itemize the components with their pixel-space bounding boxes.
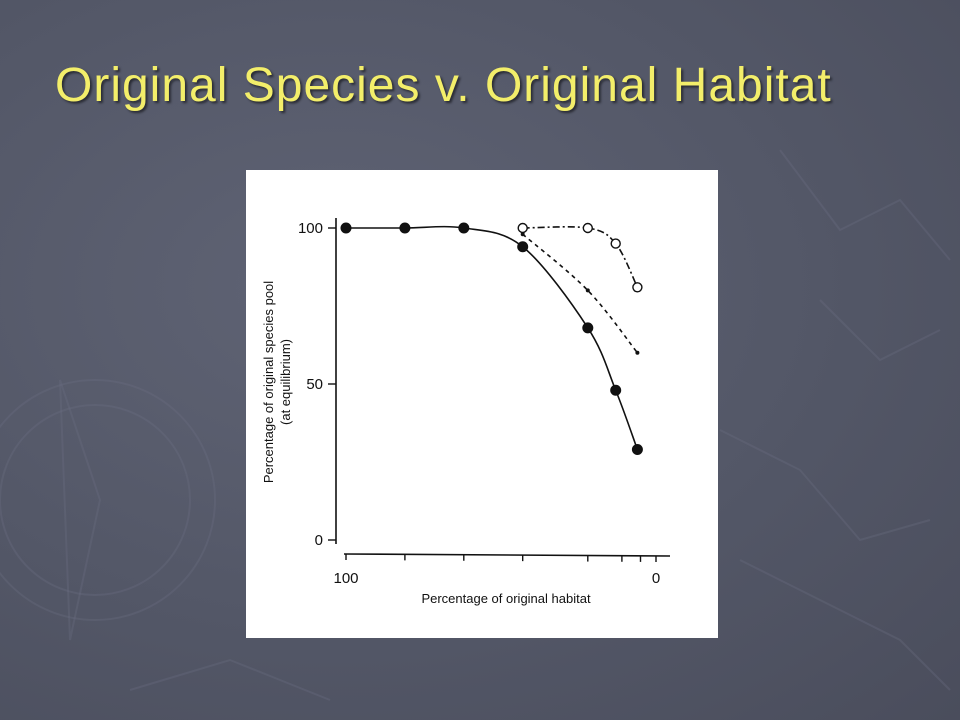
y-axis-label: Percentage of original species pool	[261, 281, 276, 483]
series-0-point-0	[340, 222, 352, 234]
tick-labels: 100 50 0 100 0	[298, 220, 660, 587]
series-0-line	[345, 225, 639, 450]
series-2-point-0	[520, 232, 525, 237]
series-1-point-2	[610, 238, 621, 249]
axes	[335, 218, 671, 557]
y-tick-label-0: 0	[315, 532, 323, 549]
y-tick-label-100: 100	[298, 220, 323, 237]
x-tick-label-100: 100	[333, 570, 358, 587]
slide-title: Original Species v. Original Habitat	[55, 59, 832, 112]
series-1-point-0	[517, 222, 528, 234]
series-0-point-5	[610, 384, 622, 396]
x-tick-label-0: 0	[652, 570, 660, 587]
x-axis-label: Percentage of original habitat	[421, 591, 591, 606]
data-series	[340, 222, 643, 456]
series-1-point-1	[582, 222, 593, 234]
series-0-point-4	[582, 322, 594, 334]
x-axis-line	[343, 553, 671, 557]
species-habitat-chart: 100 50 0 100 0 Percentage of original habita…	[261, 218, 671, 606]
chart-panel: 100 50 0 100 0 Percentage of original habita…	[246, 170, 718, 638]
y-axis-sublabel: (at equilibrium)	[278, 339, 293, 425]
series-2-line	[522, 233, 639, 354]
series-1-line	[522, 226, 639, 288]
series-0-point-1	[399, 222, 411, 234]
series-2-point-1	[585, 288, 590, 293]
series-0-point-6	[631, 444, 643, 456]
series-0-point-2	[458, 222, 470, 234]
series-2-point-2	[635, 350, 640, 355]
axis-labels: Percentage of original habitat Percentag…	[261, 281, 591, 606]
series-1-point-3	[632, 282, 643, 293]
series-0-point-3	[517, 241, 529, 253]
y-tick-label-50: 50	[306, 376, 323, 393]
tick-marks	[328, 227, 657, 562]
